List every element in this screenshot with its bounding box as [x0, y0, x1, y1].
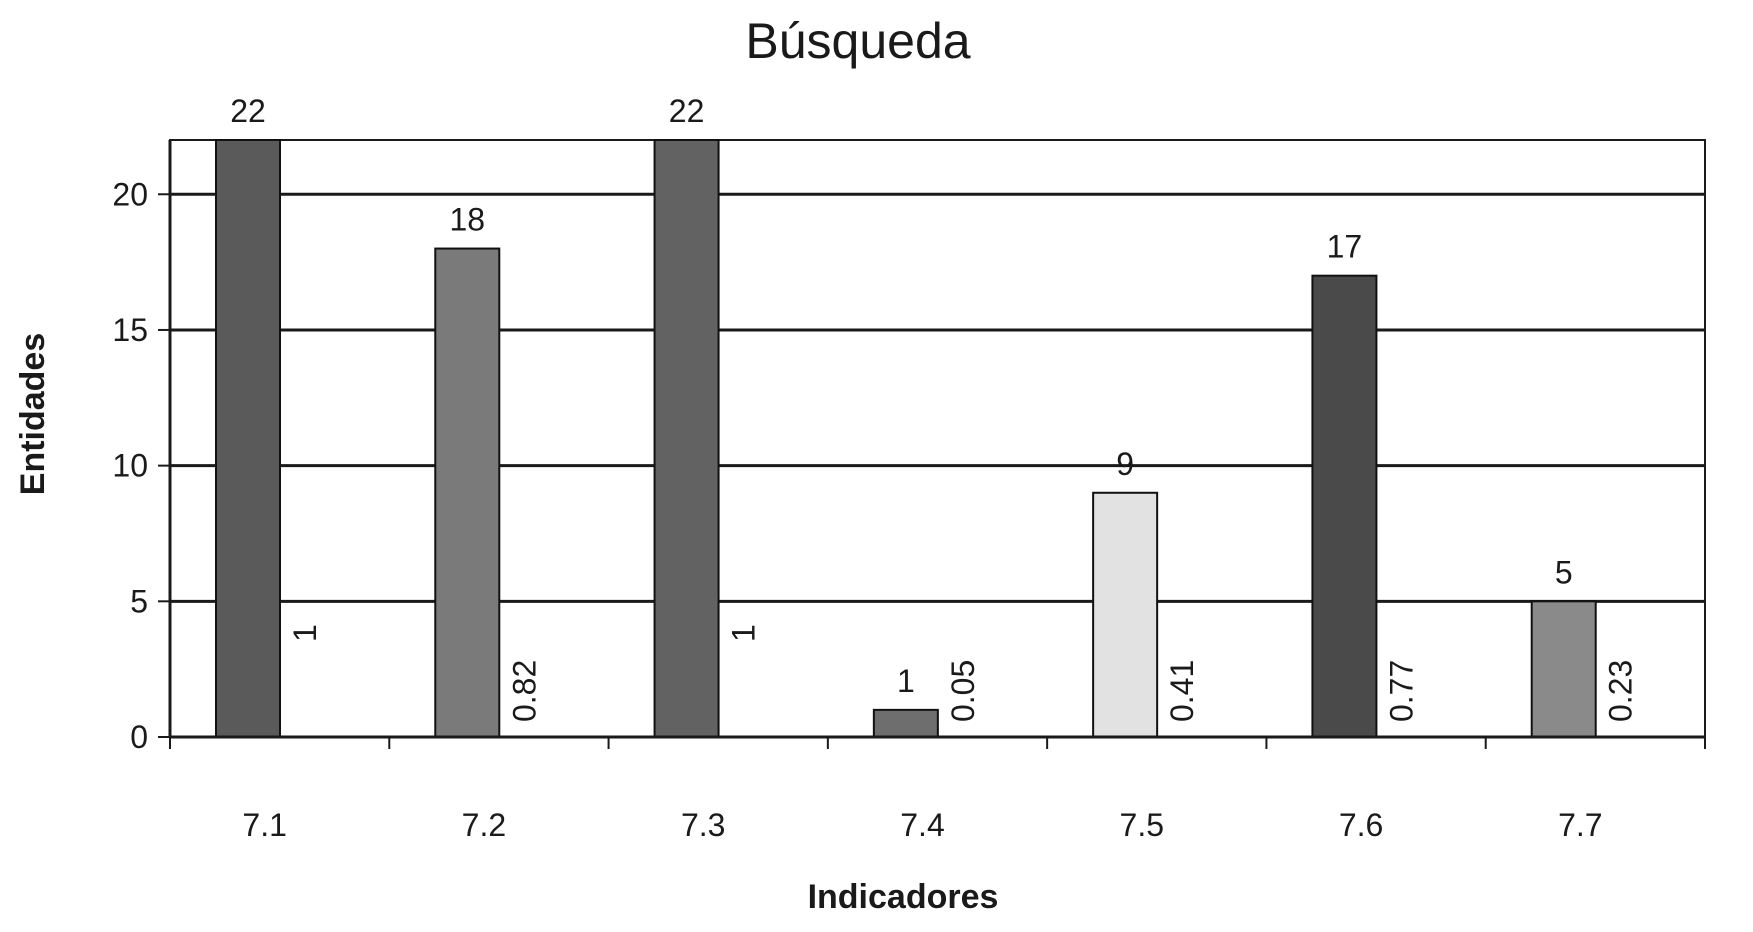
y-tick-label: 20 — [112, 176, 148, 212]
y-tick-label: 10 — [112, 448, 148, 484]
bar-value-label: 5 — [1555, 554, 1573, 590]
y-tick-label: 15 — [112, 312, 148, 348]
bar — [1311, 274, 1378, 738]
y-axis-title: Entidades — [14, 333, 52, 495]
ratio-value-label: 0.41 — [1164, 660, 1200, 722]
x-axis-title: Indicadores — [808, 878, 999, 916]
bar-value-label: 18 — [449, 202, 485, 238]
ratio-value-label: 0.82 — [506, 660, 542, 722]
bar — [434, 247, 501, 739]
x-tick-label: 7.3 — [681, 807, 725, 843]
ratio-value-label: 0.05 — [945, 660, 981, 722]
x-tick-label: 7.7 — [1558, 807, 1602, 843]
bar — [1092, 491, 1159, 739]
x-tick-label: 7.6 — [1339, 807, 1383, 843]
data-labels: 22 1 7.1 18 0.82 7.2 22 1 7.3 1 0.05 7.4 9 0.41 7.5 17 0… — [230, 93, 1639, 843]
bar-value-label: 9 — [1116, 446, 1134, 482]
y-tick-label: 0 — [130, 719, 148, 755]
ratio-value-label: 0.23 — [1603, 660, 1639, 722]
bar-value-label: 22 — [669, 93, 705, 129]
bar-value-label: 1 — [897, 663, 915, 699]
plot-area — [169, 139, 1706, 738]
x-tick-label: 7.1 — [242, 807, 286, 843]
chart-title: Búsqueda — [745, 13, 970, 69]
bar-value-label: 17 — [1327, 229, 1363, 265]
x-tick-label: 7.5 — [1120, 807, 1164, 843]
ratio-value-label: 0.77 — [1383, 660, 1419, 722]
x-tick-label: 7.2 — [462, 807, 506, 843]
bar — [1530, 600, 1597, 738]
bar — [215, 139, 281, 738]
gridlines — [169, 139, 1706, 738]
x-tick-label: 7.4 — [900, 807, 944, 843]
bar — [872, 708, 939, 739]
y-tick-label: 5 — [130, 583, 148, 619]
bar-value-label: 22 — [230, 93, 266, 129]
bar — [653, 139, 720, 738]
ratio-value-label: 1 — [726, 624, 762, 642]
ratio-value-label: 1 — [287, 624, 323, 642]
